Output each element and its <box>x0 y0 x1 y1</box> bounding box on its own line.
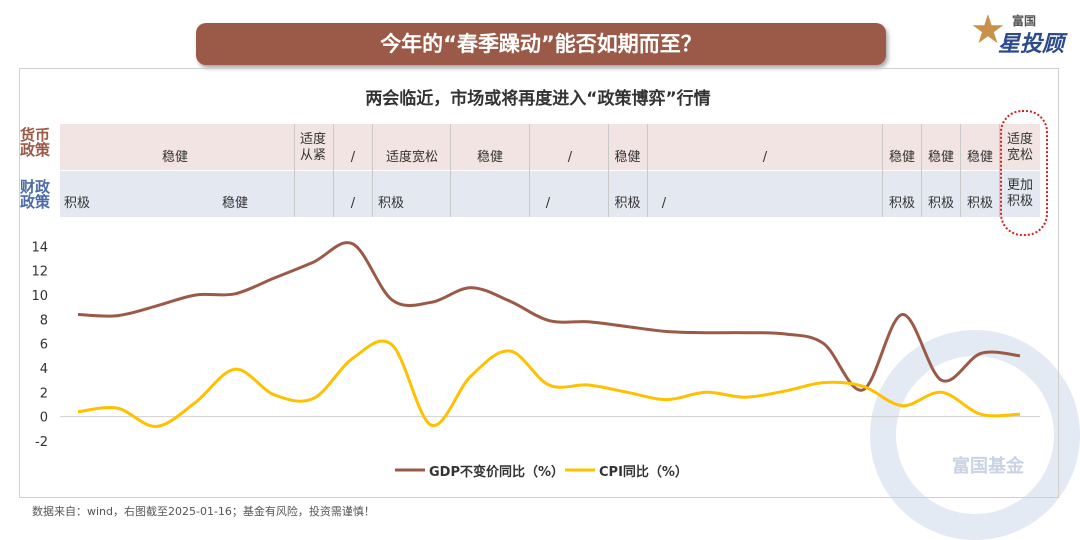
fiscal-policy-cell: 积极 <box>966 196 993 211</box>
chart-frame <box>19 68 1059 498</box>
y-tick-label: 14 <box>31 240 48 255</box>
money-policy-band <box>60 124 1040 170</box>
footnote: 数据来自：wind，右图截至2025-01-16；基金有风险，投资需谨慎！ <box>32 505 375 518</box>
logo: ★ 富国 星投顾 <box>970 6 1070 57</box>
chart-subtitle: 两会临近，市场或将再度进入“政策博弈”行情 <box>365 89 711 109</box>
y-tick-label: -2 <box>35 435 48 450</box>
star-icon: ★ <box>970 7 1006 53</box>
policy-divider <box>921 124 922 217</box>
logo-big-text: 星投顾 <box>998 32 1065 57</box>
line-chart: -2 0 2 4 6 8 10 12 14 <box>31 240 1040 472</box>
money-policy-cell: 稳健 <box>161 150 188 165</box>
y-tick-label: 12 <box>31 265 48 280</box>
fiscal-policy-cell: 积极 <box>614 196 641 211</box>
money-policy-cell: 适度宽松 <box>385 150 438 165</box>
money-policy-cell: 适度从紧 <box>299 132 326 163</box>
money-policy-cell: 适度宽松 <box>1006 132 1033 163</box>
fiscal-policy-label: 财政政策 <box>20 178 51 211</box>
policy-divider <box>882 124 883 217</box>
money-policy-cell: / <box>350 150 356 165</box>
money-policy-cell: 稳健 <box>614 150 641 165</box>
fiscal-policy-cell: 积极 <box>888 196 915 211</box>
money-policy-label: 货币政策 <box>20 126 51 159</box>
title-banner: 今年的“春季躁动”能否如期而至？ <box>196 23 886 65</box>
policy-divider <box>372 124 373 217</box>
y-tick-label: 10 <box>31 289 48 304</box>
fiscal-policy-cell: 稳健 <box>221 196 248 211</box>
series-line-cpi <box>77 339 1021 428</box>
fiscal-policy-cell: 更加积极 <box>1006 178 1033 209</box>
policy-divider <box>647 124 648 217</box>
fiscal-policy-cell: / <box>661 196 667 211</box>
y-tick-label: 2 <box>40 386 48 401</box>
money-policy-cell: / <box>567 150 573 165</box>
money-policy-cell: / <box>762 150 768 165</box>
money-policy-cell: 稳健 <box>927 150 954 165</box>
policy-divider <box>294 124 295 217</box>
logo-small-text: 富国 <box>1012 14 1037 28</box>
fiscal-policy-cell: 积极 <box>377 196 404 211</box>
policy-divider <box>608 124 609 217</box>
policy-divider <box>999 124 1000 217</box>
y-tick-label: 4 <box>40 362 48 377</box>
money-policy-cell: 稳健 <box>476 150 503 165</box>
y-tick-label: 8 <box>40 313 48 328</box>
policy-divider <box>333 124 334 217</box>
fiscal-policy-cell: 积极 <box>63 196 90 211</box>
policy-divider <box>960 124 961 217</box>
fiscal-policy-cell: / <box>350 196 356 211</box>
money-policy-cell: 稳健 <box>966 150 993 165</box>
money-policy-cell: 稳健 <box>888 150 915 165</box>
policy-divider <box>450 124 451 217</box>
highlight-ellipse <box>1000 110 1048 236</box>
fiscal-policy-cell: / <box>545 196 551 211</box>
policy-divider <box>529 124 530 217</box>
watermark: 富国基金 <box>952 456 1024 477</box>
y-tick-label: 0 <box>40 411 48 426</box>
fiscal-policy-band <box>60 171 1040 217</box>
y-tick-label: 6 <box>40 338 48 353</box>
fiscal-policy-cell: 积极 <box>927 196 954 211</box>
legend-cpi: CPI同比（%） <box>599 465 688 480</box>
series-line-gdp <box>77 241 1021 392</box>
legend-gdp: GDP不变价同比（%） <box>429 465 565 480</box>
